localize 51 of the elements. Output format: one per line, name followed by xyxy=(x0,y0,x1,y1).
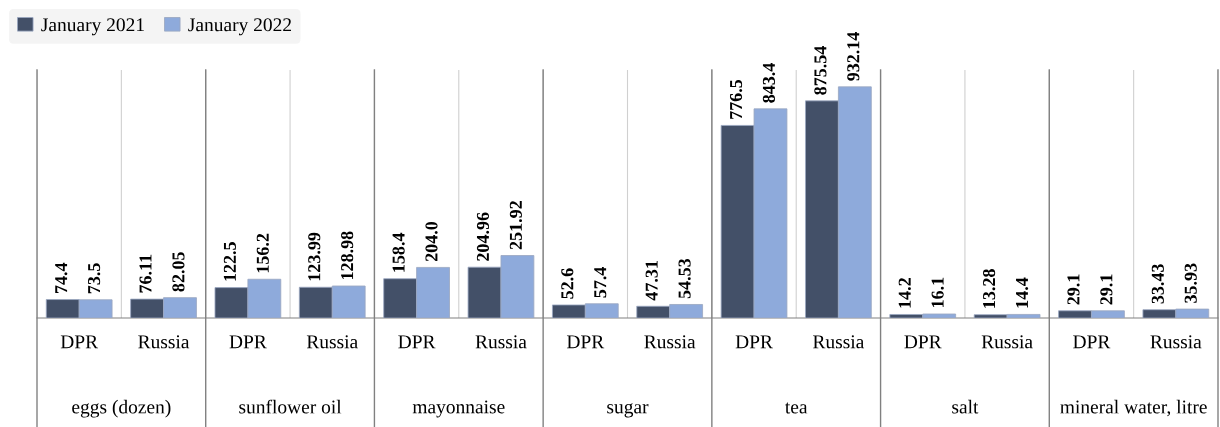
x-tick-label: DPR xyxy=(60,335,99,349)
text: sugar xyxy=(607,403,649,418)
data-label: 204.96 xyxy=(476,212,490,261)
data-label: 156.2 xyxy=(256,233,269,273)
data-label: 57.4 xyxy=(594,266,607,298)
x-tick-label: DPR xyxy=(1073,335,1111,349)
data-label: 16.1 xyxy=(931,277,944,307)
data-label: 776.5 xyxy=(729,79,743,119)
text: salt xyxy=(952,399,979,414)
x-tick-label: DPR xyxy=(398,335,436,349)
text: mineral water, litre xyxy=(1060,399,1207,417)
x-tick-label: DPR xyxy=(229,335,267,349)
x-tick-label: DPR xyxy=(904,335,942,349)
x-tick-label: Russia xyxy=(981,335,1033,349)
data-label: 35.93 xyxy=(1184,263,1197,303)
data-label: 29.1 xyxy=(1067,274,1080,305)
text: eggs (dozen) xyxy=(72,399,171,418)
data-label: 73.5 xyxy=(88,263,101,294)
data-label: 843.4 xyxy=(762,62,776,103)
data-label: 29.1 xyxy=(1100,274,1113,305)
legend-label: January 2022 xyxy=(188,18,291,36)
x-tick-label: Russia xyxy=(138,335,190,349)
x-tick-label: Russia xyxy=(1150,335,1202,349)
data-label: 122.5 xyxy=(223,242,237,281)
x-tick-label: Russia xyxy=(475,335,527,349)
data-label: 158.4 xyxy=(392,232,405,272)
data-label: 13.28 xyxy=(982,269,996,308)
data-label: 74.4 xyxy=(55,262,68,293)
text: mayonnaise xyxy=(412,400,505,418)
x-tick-label: Russia xyxy=(644,335,696,349)
data-label: 875.54 xyxy=(814,45,827,95)
data-label: 932.14 xyxy=(847,31,860,81)
x-tick-label: Russia xyxy=(813,335,865,349)
data-label: 82.05 xyxy=(172,252,185,292)
data-label: 14.2 xyxy=(898,278,911,308)
data-label: 33.43 xyxy=(1151,264,1164,304)
legend-label: January 2021 xyxy=(41,18,144,36)
data-label: 47.31 xyxy=(645,261,658,301)
data-label: 54.53 xyxy=(678,258,691,299)
data-label: 14.4 xyxy=(1015,277,1029,308)
data-label: 52.6 xyxy=(561,268,574,299)
x-tick-label: Russia xyxy=(306,335,358,349)
data-label: 128.98 xyxy=(341,231,354,280)
data-label: 251.92 xyxy=(509,201,523,250)
data-label: 204.0 xyxy=(425,221,438,262)
text: tea xyxy=(785,402,808,414)
x-tick-label: DPR xyxy=(735,335,773,349)
data-label: 76.11 xyxy=(139,254,152,293)
data-label: 123.99 xyxy=(308,232,321,281)
x-tick-label: DPR xyxy=(566,335,605,349)
text: sunflower oil xyxy=(239,399,342,414)
